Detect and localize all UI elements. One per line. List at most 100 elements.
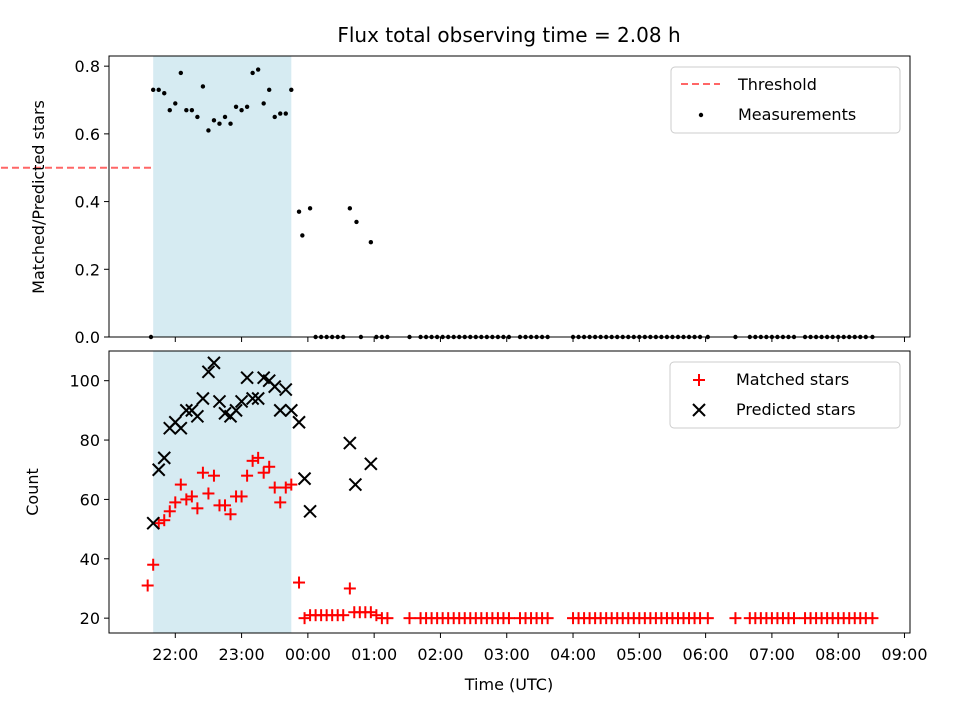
matched-star-point xyxy=(196,466,209,479)
matched-star-point xyxy=(257,466,270,479)
matched-star-point xyxy=(541,612,554,625)
matched-star-point xyxy=(241,469,254,482)
x-tick-label: 06:00 xyxy=(683,645,729,664)
x-tick-label: 00:00 xyxy=(285,645,331,664)
matched-star-point xyxy=(235,490,248,503)
chart-title: Flux total observing time = 2.08 h xyxy=(337,23,680,47)
y-tick-label: 100 xyxy=(69,372,100,391)
bottom-y-ticks: 20 40 60 80 100 xyxy=(69,372,109,628)
x-tick-label: 22:00 xyxy=(152,645,198,664)
measurement-point xyxy=(162,91,167,96)
matched-star-point xyxy=(285,478,298,491)
measurement-point xyxy=(184,107,189,113)
matched-star-point xyxy=(152,517,165,530)
matched-star-point xyxy=(279,481,292,494)
bottom-legend-box xyxy=(669,361,901,429)
matched-stars-points xyxy=(141,451,879,625)
x-tick-label: 03:00 xyxy=(484,645,530,664)
measurement-point xyxy=(244,104,250,109)
y-tick-label: 40 xyxy=(80,550,100,569)
bottom-legend: Matched stars Predicted stars xyxy=(669,361,901,429)
top-y-axis-label: Matched/Predicted stars xyxy=(29,100,48,294)
measurement-point xyxy=(278,111,283,116)
measurement-point xyxy=(267,87,272,93)
x-axis-label: Time (UTC) xyxy=(464,675,553,694)
matched-star-point xyxy=(701,612,714,625)
predicted-star-point xyxy=(284,403,299,418)
measurement-point xyxy=(296,209,302,214)
legend-label-predicted: Predicted stars xyxy=(736,400,856,419)
predicted-star-point xyxy=(273,403,287,418)
predicted-star-point xyxy=(251,391,265,406)
bottom-shaded-interval xyxy=(153,351,292,633)
matched-star-point xyxy=(174,478,187,491)
y-tick-label: 0.0 xyxy=(75,328,100,347)
x-tick-label: 01:00 xyxy=(351,645,397,664)
legend-label-threshold: Threshold xyxy=(737,75,817,94)
matched-star-point xyxy=(293,576,306,589)
matched-star-point xyxy=(185,490,198,503)
predicted-star-point xyxy=(297,471,312,486)
measurement-point xyxy=(272,114,277,120)
measurement-point xyxy=(347,206,353,211)
measurement-point xyxy=(233,104,239,109)
matched-star-point xyxy=(191,502,204,515)
matched-legend-swatch xyxy=(693,374,705,386)
top-panel: 0.00.20.40.60.8 Matched/Predicted stars … xyxy=(0,55,911,347)
x-tick-label: 02:00 xyxy=(417,645,463,664)
predicted-star-point xyxy=(190,409,205,424)
measurement-point xyxy=(173,101,178,106)
x-tick-label: 09:00 xyxy=(881,645,927,664)
y-tick-label: 20 xyxy=(80,609,100,628)
matched-star-point xyxy=(147,558,160,571)
top-legend: Threshold Measurements xyxy=(670,66,901,134)
matched-star-point xyxy=(180,493,193,506)
predicted-star-point xyxy=(196,391,210,406)
matched-star-point xyxy=(381,612,394,625)
y-tick-label: 0.6 xyxy=(75,125,100,144)
matched-star-point xyxy=(207,469,220,482)
bottom-y-axis-label: Count xyxy=(23,468,42,516)
predicted-star-point xyxy=(245,391,260,406)
matched-star-point xyxy=(263,460,276,473)
predicted-star-point xyxy=(146,516,160,530)
measurement-point xyxy=(200,84,206,89)
predicted-star-point xyxy=(279,382,293,397)
y-tick-label: 0.2 xyxy=(75,260,100,279)
matched-star-point xyxy=(364,606,377,619)
predicted-star-point xyxy=(292,415,306,429)
matched-star-point xyxy=(252,451,265,464)
measurement-point xyxy=(150,87,156,93)
matched-star-point xyxy=(403,612,416,625)
matched-star-point xyxy=(343,582,356,595)
top-y-ticks: 0.0 0.2 0.4 0.6 0.8 xyxy=(75,57,109,347)
bottom-x-ticks: 22:00 23:00 00:00 01:00 02:00 03:00 04:00 05:00… xyxy=(152,633,928,664)
predicted-star-point xyxy=(364,457,378,471)
top-x-ticks xyxy=(174,337,905,342)
predicted-legend-swatch xyxy=(692,403,706,417)
matched-star-point xyxy=(370,609,383,622)
measurement-point xyxy=(250,70,255,76)
predicted-star-point xyxy=(303,504,317,519)
measurement-point xyxy=(195,114,200,120)
x-tick-label: 05:00 xyxy=(616,645,662,664)
measurement-point xyxy=(211,118,217,123)
y-tick-label: 0.4 xyxy=(75,193,100,212)
predicted-star-point xyxy=(268,379,282,394)
measurement-point xyxy=(167,107,172,113)
predicted-star-point xyxy=(157,451,171,465)
predicted-star-point xyxy=(174,421,188,435)
matched-star-point xyxy=(298,612,311,625)
matched-star-point xyxy=(169,496,182,509)
measurement-point xyxy=(300,233,305,238)
measurement-point xyxy=(283,111,288,116)
matched-star-point xyxy=(502,612,515,625)
predicted-star-point xyxy=(348,477,363,492)
top-legend-box xyxy=(670,66,901,134)
matched-star-point xyxy=(337,609,350,622)
matched-star-point xyxy=(729,612,742,625)
predicted-star-point xyxy=(207,356,221,370)
matched-star-point xyxy=(158,514,171,527)
x-tick-label: 04:00 xyxy=(550,645,596,664)
